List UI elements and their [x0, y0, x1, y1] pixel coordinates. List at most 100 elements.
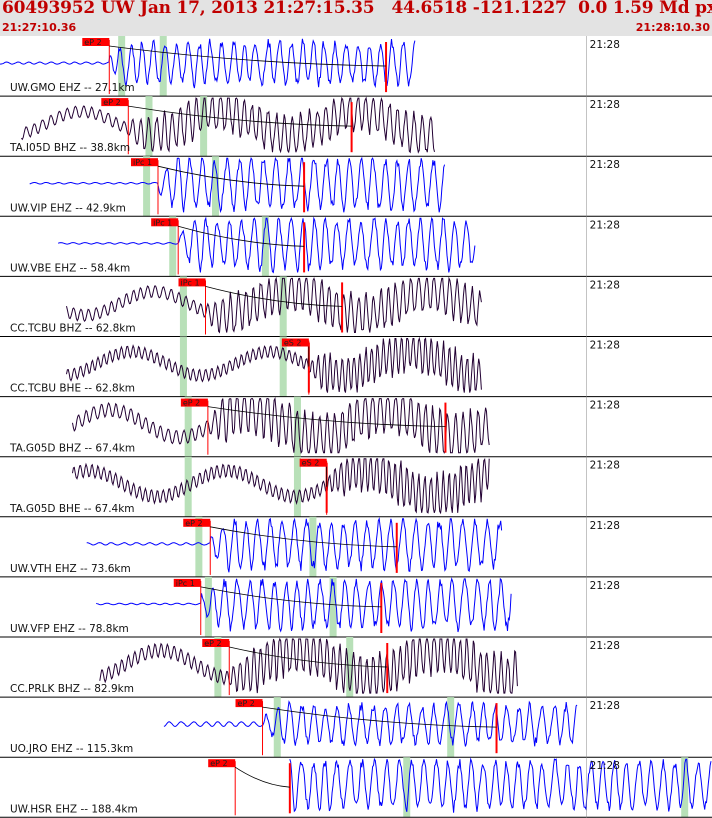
- waveform-trace: [72, 457, 490, 515]
- travel-time-curve: [157, 165, 305, 187]
- travel-time-curve: [128, 105, 352, 127]
- station-label: UW.VBE EHZ -- 58.4km: [10, 262, 130, 274]
- pick-label[interactable]: eP 2: [103, 98, 120, 107]
- waveform-trace: [57, 216, 476, 274]
- pick-label-box[interactable]: [101, 98, 129, 107]
- analysis-window-end: [681, 757, 689, 818]
- pick-label[interactable]: eP 2: [183, 399, 200, 408]
- waveform-trace: [163, 700, 578, 747]
- analysis-window-start: [195, 516, 203, 577]
- waveform-trace: [66, 276, 482, 334]
- waveform-trace: [96, 577, 512, 633]
- minute-tick-label: 21:28: [590, 640, 620, 652]
- event-header: 60493952 UW Jan 17, 2013 21:27:15.35 44.…: [0, 0, 712, 36]
- station-label: CC.TCBU BHE -- 62.8km: [10, 383, 135, 395]
- travel-time-curve: [200, 586, 382, 608]
- minute-tick-label: 21:28: [590, 580, 620, 592]
- analysis-window-end: [261, 216, 269, 277]
- analysis-window-start: [214, 637, 222, 698]
- station-label: UW.VTH EHZ -- 73.6km: [10, 563, 131, 575]
- analysis-window-start: [273, 697, 281, 758]
- analysis-window-start: [403, 757, 411, 818]
- waveform-trace: [72, 396, 490, 454]
- analysis-window-end: [293, 396, 301, 457]
- travel-time-curve: [207, 406, 446, 427]
- event-title: 60493952 UW Jan 17, 2013 21:27:15.35 44.…: [2, 0, 712, 18]
- time-start-label: 21:27:10.36: [2, 21, 77, 34]
- pick-label-box[interactable]: [173, 578, 201, 587]
- waveform-trace: [21, 96, 435, 154]
- waveform-panel[interactable]: eP 2 21:28 UW.GMO EHZ -- 27.1km eP 2 21:28 TA…: [0, 36, 712, 818]
- minute-tick-label: 21:28: [590, 159, 620, 171]
- minute-tick-label: 21:28: [590, 219, 620, 231]
- minute-tick-label: 21:28: [590, 520, 620, 532]
- station-label: CC.TCBU BHZ -- 62.8km: [10, 323, 136, 335]
- analysis-window-start: [169, 216, 177, 277]
- station-label: TA.G05D BHZ -- 67.4km: [9, 443, 135, 455]
- minute-tick-label: 21:28: [590, 340, 620, 352]
- analysis-window-start: [184, 456, 192, 517]
- station-label: UW.VIP EHZ -- 42.9km: [10, 202, 126, 214]
- analysis-window-start: [145, 96, 153, 157]
- pick-label-box[interactable]: [299, 458, 327, 467]
- station-label: UO.JRO EHZ -- 115.3km: [10, 743, 133, 755]
- analysis-window-end: [159, 36, 167, 97]
- analysis-window-start: [143, 156, 151, 217]
- minute-tick-label: 21:28: [590, 460, 620, 472]
- pick-label[interactable]: iPc 1: [133, 158, 152, 167]
- pick-label[interactable]: iPc 1: [176, 579, 195, 588]
- pick-label-box[interactable]: [235, 699, 263, 708]
- analysis-window-end: [309, 516, 317, 577]
- travel-time-curve: [229, 646, 388, 668]
- pick-label-box[interactable]: [151, 218, 179, 227]
- minute-tick-label: 21:28: [590, 279, 620, 291]
- pick-label-box[interactable]: [178, 278, 206, 287]
- analysis-window-end: [279, 336, 287, 397]
- analysis-window-end: [346, 637, 354, 698]
- analysis-window-start: [118, 36, 126, 97]
- pick-label[interactable]: eS 2: [284, 339, 302, 348]
- analysis-window-end: [293, 456, 301, 517]
- waveform-trace: [66, 336, 482, 393]
- analysis-window-end: [200, 96, 208, 157]
- analysis-window-start: [184, 396, 192, 457]
- station-label: UW.VFP EHZ -- 78.8km: [10, 623, 129, 635]
- travel-time-curve: [234, 766, 290, 788]
- pick-label-box[interactable]: [208, 759, 236, 768]
- station-label: TA.I05D BHZ -- 38.8km: [9, 142, 130, 154]
- minute-tick-label: 21:28: [590, 99, 620, 111]
- station-label: UW.HSR EHZ -- 188.4km: [10, 803, 138, 815]
- pick-label[interactable]: eP 2: [238, 699, 255, 708]
- travel-time-curve: [210, 526, 397, 548]
- waveform-trace: [99, 637, 518, 694]
- pick-label[interactable]: eP 2: [185, 519, 202, 528]
- analysis-window-end: [212, 156, 220, 217]
- analysis-window-start: [179, 336, 187, 397]
- travel-time-curve: [109, 45, 387, 67]
- analysis-window-end: [279, 276, 287, 337]
- minute-tick-label: 21:28: [590, 400, 620, 412]
- pick-label-box[interactable]: [180, 398, 208, 407]
- pick-label[interactable]: eP 2: [204, 639, 221, 648]
- pick-label[interactable]: iPc 1: [153, 218, 172, 227]
- station-label: UW.GMO EHZ -- 27.1km: [10, 82, 135, 94]
- pick-label-box[interactable]: [202, 639, 230, 647]
- pick-label[interactable]: eS 2: [302, 459, 320, 468]
- minute-tick-label: 21:28: [590, 760, 620, 772]
- pick-label[interactable]: eP 2: [210, 759, 227, 768]
- time-end-label: 21:28:10.30: [635, 21, 710, 34]
- waveform-trace: [289, 757, 712, 813]
- analysis-window-start: [179, 276, 187, 337]
- pick-label[interactable]: iPc 1: [180, 278, 199, 287]
- pick-label-box[interactable]: [183, 518, 211, 527]
- pick-label[interactable]: eP 2: [84, 38, 101, 47]
- travel-time-curve: [262, 706, 497, 728]
- station-label: CC.PRLK BHZ -- 82.9km: [10, 683, 134, 695]
- pick-label-box[interactable]: [130, 158, 158, 167]
- minute-tick-label: 21:28: [590, 700, 620, 712]
- pick-label-box[interactable]: [281, 338, 309, 347]
- pick-label-box[interactable]: [82, 38, 110, 46]
- waveform-trace: [0, 38, 416, 89]
- waveform-trace: [29, 156, 446, 214]
